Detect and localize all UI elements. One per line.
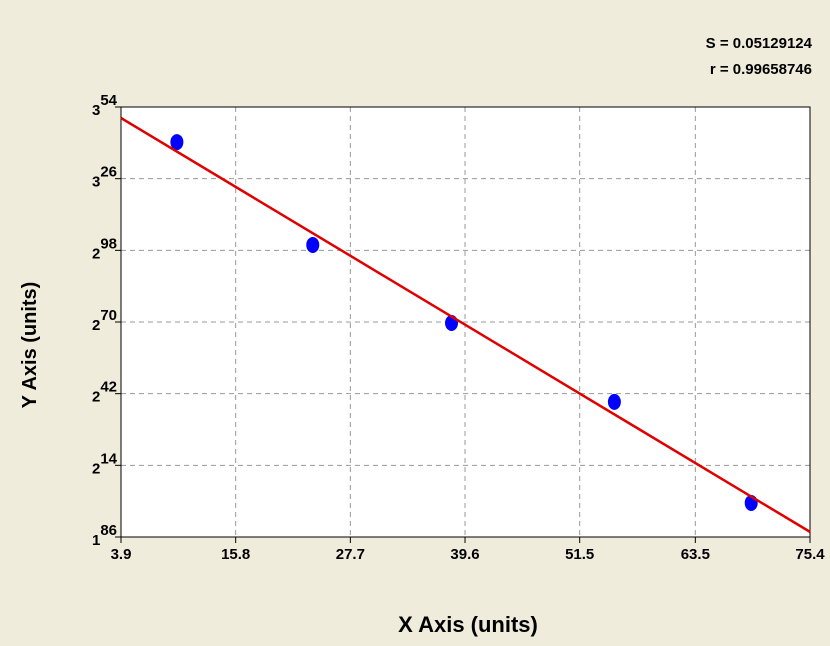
y-tick-label: 186 [92,522,117,549]
x-axis-label: X Axis (units) [398,612,538,637]
data-point [607,393,621,410]
x-tick-label: 75.4 [795,546,825,563]
y-tick-label: 214 [92,450,118,477]
data-point [306,236,320,253]
plot-frame [120,106,811,538]
y-tick-label: 242 [92,379,117,406]
y-tick-label: 326 [92,164,117,191]
x-tick-label: 63.5 [681,546,710,563]
annotation: S = 0.05129124 [706,35,813,52]
y-tick-label: 354 [92,92,118,119]
fit-line [120,116,811,533]
x-tick-label: 3.9 [111,546,132,563]
y-axis-label: Y Axis (units) [19,282,41,409]
x-tick-label: 27.7 [336,546,365,563]
x-tick-label: 39.6 [450,546,479,563]
x-tick-label: 51.5 [565,546,594,563]
data-point [170,134,184,151]
annotation: r = 0.99658746 [710,61,812,78]
y-tick-label: 270 [92,307,117,334]
x-tick-label: 15.8 [221,546,250,563]
y-tick-label: 298 [92,235,117,262]
